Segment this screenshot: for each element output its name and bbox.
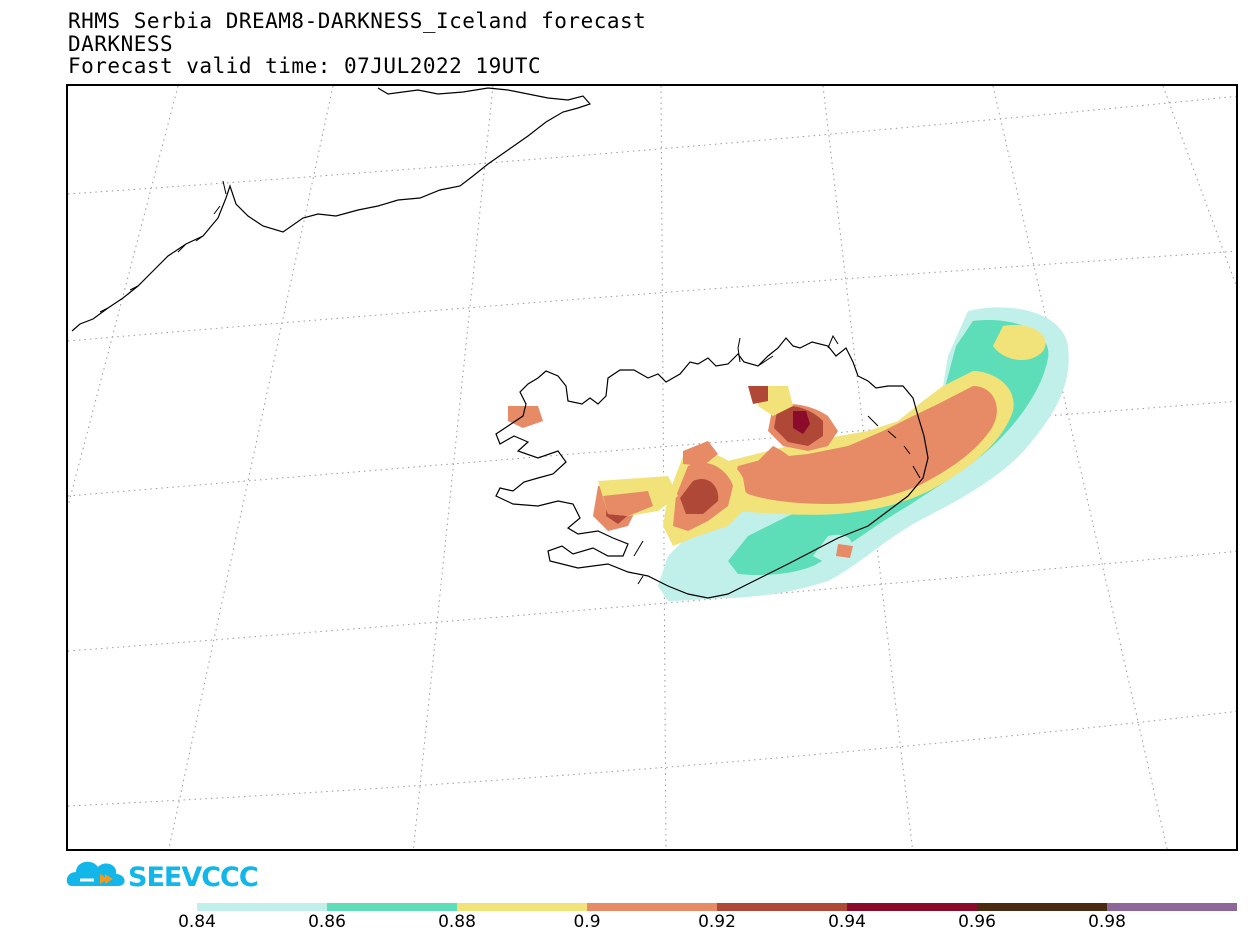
variable-name: DARKNESS [68, 32, 174, 56]
map-title: RHMS Serbia DREAM8-DARKNESS_Iceland fore… [68, 9, 647, 33]
graticule [68, 86, 1236, 849]
logo-text: SEEVCCC [128, 862, 258, 893]
legend-swatch [197, 903, 327, 911]
legend-tick-label: 0.94 [828, 912, 866, 932]
seevccc-logo: SEEVCCC [66, 861, 259, 893]
legend-tick-label: 0.86 [308, 912, 346, 932]
legend-swatch [977, 903, 1107, 911]
legend-tick-label: 0.9 [573, 912, 601, 932]
forecast-valid-time: Forecast valid time: 07JUL2022 19UTC [68, 54, 542, 78]
legend-swatch [327, 903, 457, 911]
map-canvas [68, 86, 1236, 849]
darkness-field [508, 307, 1069, 601]
legend-tick-label: 0.84 [178, 912, 216, 932]
legend-swatch [1107, 903, 1237, 911]
legend-tick-label: 0.96 [958, 912, 996, 932]
legend-swatch [717, 903, 847, 911]
legend-swatch [847, 903, 977, 911]
legend-labels: 0.84 0.86 0.88 0.9 0.92 0.94 0.96 0.98 [0, 912, 1258, 936]
map-panel [66, 84, 1238, 851]
legend-tick-label: 0.88 [438, 912, 476, 932]
legend-swatch [457, 903, 587, 911]
iceland-coastline [495, 337, 929, 599]
legend-colorbar [197, 903, 1237, 911]
legend-tick-label: 0.98 [1088, 912, 1126, 932]
legend-swatch [587, 903, 717, 911]
cloud-logo-icon [66, 861, 125, 886]
legend-tick-label: 0.92 [698, 912, 736, 932]
greenland-coastline [71, 87, 592, 332]
